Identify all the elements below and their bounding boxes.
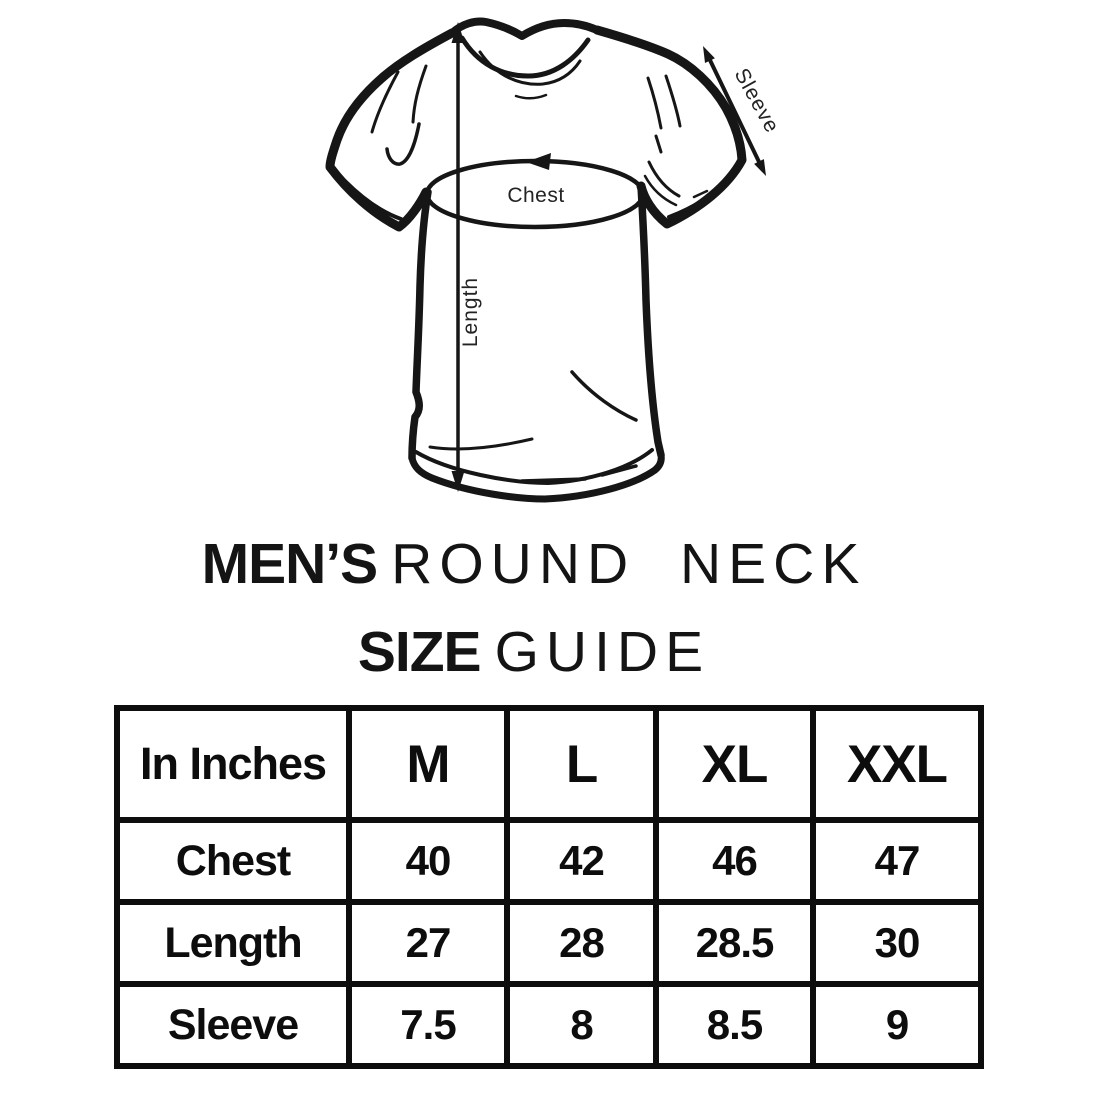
value-cell: 47 [810, 817, 984, 905]
tshirt-right-cuff-inner-line [667, 176, 733, 219]
value-cell: 28.5 [653, 899, 816, 987]
length-arrow [451, 22, 465, 492]
tshirt-collar-inner-curve [478, 50, 582, 86]
tshirt-fold-line [428, 437, 534, 451]
tshirt-fold-line [692, 189, 709, 199]
unit-header-cell: In Inches [114, 705, 352, 823]
title-guide: GUIDE [494, 620, 711, 684]
tshirt-fold-line [570, 370, 638, 422]
title-round-neck: ROUND NECK [391, 532, 867, 596]
tshirt-fold-line [411, 64, 428, 124]
tshirt-right-sleeve-outline [592, 25, 747, 229]
tshirt-fold-line [664, 74, 682, 128]
tshirt-left-body-outline [408, 188, 432, 462]
row-label-length: Length [114, 899, 352, 987]
sleeve-arrow [703, 46, 766, 176]
row-label-sleeve: Sleeve [114, 981, 352, 1069]
size-header-m: M [346, 705, 510, 823]
tshirt-fold-line [643, 174, 678, 207]
tshirt-measurement-diagram: Length Chest Sleeve [325, 17, 784, 503]
size-table-row-length: Length 27 28 28.5 30 [114, 899, 984, 987]
length-label: Length [459, 277, 482, 347]
value-cell: 46 [653, 817, 816, 905]
tshirt-fold-line [520, 477, 587, 483]
tshirt-fold-line [385, 122, 421, 166]
chest-arrow [424, 153, 646, 230]
tshirt-fold-line [654, 134, 663, 154]
value-cell: 30 [810, 899, 984, 987]
tshirt-hem-outline [408, 451, 665, 503]
size-table-row-chest: Chest 40 42 46 47 [114, 817, 984, 905]
tshirt-fold-line [370, 70, 400, 134]
title-line-1: MEN’S ROUND NECK [0, 531, 1084, 597]
row-label-chest: Chest [114, 817, 352, 905]
value-cell: 42 [504, 817, 659, 905]
value-cell: 8 [504, 981, 659, 1069]
size-table-row-sleeve: Sleeve 7.5 8 8.5 9 [114, 981, 984, 1069]
tshirt-collar-inner-curve [514, 93, 548, 100]
tshirt-left-sleeve-outline [325, 28, 457, 232]
tshirt-fold-line [647, 160, 681, 198]
tshirt-left-cuff-inner-line [343, 179, 403, 221]
value-cell: 9 [810, 981, 984, 1069]
value-cell: 27 [346, 899, 510, 987]
title-line-2: SIZE GUIDE [0, 619, 1084, 685]
tshirt-collar-inner-curve [459, 35, 591, 79]
title-size: SIZE [357, 620, 482, 684]
value-cell: 28 [504, 899, 659, 987]
value-cell: 8.5 [653, 981, 816, 1069]
size-header-l: L [504, 705, 659, 823]
size-header-xl: XL [653, 705, 816, 823]
title-mens: MEN’S [201, 532, 379, 596]
size-table: In Inches M L XL XXL Chest 40 42 46 47 L… [114, 705, 984, 1069]
tshirt-collar-outline [448, 17, 601, 40]
tshirt-hem-inner-line [414, 448, 654, 485]
size-header-xxl: XXL [810, 705, 984, 823]
tshirt-fold-line [600, 464, 638, 477]
value-cell: 7.5 [346, 981, 510, 1069]
tshirt-right-body-outline [637, 182, 665, 459]
size-table-header-row: In Inches M L XL XXL [114, 705, 984, 823]
chest-label: Chest [507, 184, 564, 207]
tshirt-fold-line [646, 76, 663, 130]
value-cell: 40 [346, 817, 510, 905]
